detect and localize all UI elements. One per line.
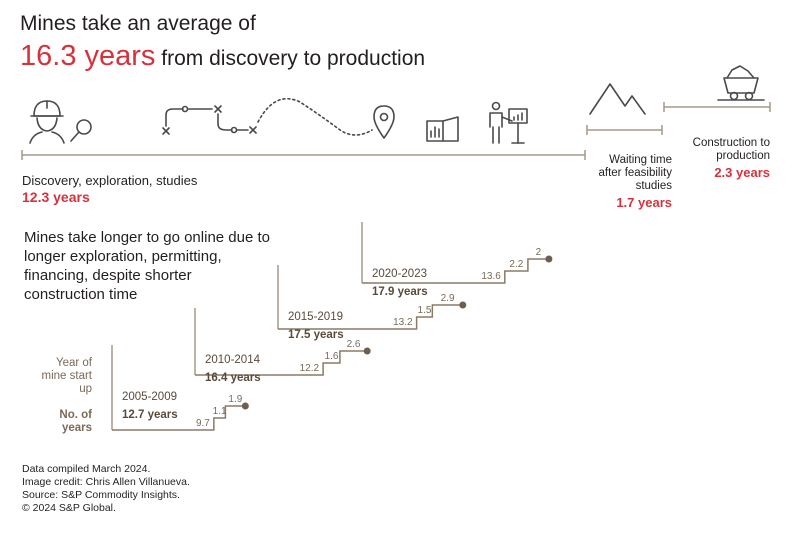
- year-of-start-label: Year of mine start up: [41, 357, 93, 395]
- step-value-label: 2.2: [509, 259, 523, 270]
- step-line: [112, 405, 246, 431]
- footer-notes: Data compiled March 2024. Image credit: …: [22, 463, 322, 515]
- step-line: [278, 304, 463, 330]
- period-total-years: 16.4 years: [205, 372, 261, 384]
- step-value-label: 1.9: [228, 394, 242, 405]
- period-label: 2020-2023: [372, 268, 427, 280]
- phase-construction-label: Construction to production: [692, 137, 770, 162]
- step-line: [362, 258, 549, 284]
- step-value-label: 13.2: [393, 317, 413, 328]
- step-value-label: 12.2: [300, 363, 320, 374]
- period-total-years: 17.9 years: [372, 286, 428, 298]
- step-value-label: 1.1: [213, 406, 227, 417]
- step-end-dot: [459, 301, 467, 309]
- explanatory-note: Mines take longer to go online due to lo…: [24, 229, 270, 303]
- title-line1: Mines take an average of: [20, 12, 256, 35]
- mine-cart-icon: [717, 65, 765, 101]
- period-total-years: 17.5 years: [288, 329, 344, 341]
- title-line2: 16.3 years from discovery to production: [20, 40, 425, 73]
- step-value-label: 1.5: [418, 305, 432, 316]
- step-value-label: 1.6: [325, 351, 339, 362]
- step-chart: 2005-2009 12.7 years 9.71.11.9 2010-2014 16.…: [111, 222, 553, 431]
- phase-construction-value: 2.3 years: [714, 165, 770, 180]
- step-end-dot: [241, 402, 249, 410]
- footer-line: Source: S&P Commodity Insights.: [22, 489, 180, 501]
- step-end-dot: [545, 255, 553, 263]
- report-chart-icon: [426, 116, 459, 142]
- mountains-icon: [589, 83, 646, 115]
- period-total-years: 12.7 years: [122, 409, 178, 421]
- phase-discovery-label: Discovery, exploration, studies: [22, 173, 198, 188]
- no-of-years-label: No. of years: [59, 409, 92, 434]
- footer-line: © 2024 S&P Global.: [22, 502, 116, 514]
- footer-line: Data compiled March 2024.: [22, 463, 151, 475]
- step-value-label: 2: [536, 247, 542, 258]
- phase-waiting-label: Waiting time after feasibility studies: [598, 154, 672, 192]
- phase-waiting-value: 1.7 years: [616, 195, 672, 210]
- step-line: [195, 350, 368, 376]
- step-end-dot: [363, 347, 371, 355]
- location-pin-icon: [373, 105, 395, 139]
- period-label: 2015-2019: [288, 311, 343, 323]
- step-value-label: 13.6: [481, 271, 501, 282]
- step-value-label: 2.9: [441, 293, 455, 304]
- step-value-label: 9.7: [196, 418, 210, 429]
- title-rest: from discovery to production: [161, 47, 426, 70]
- presenter-icon: [489, 101, 528, 144]
- miner-search-icon: [29, 100, 92, 144]
- route-path-icon: [162, 97, 373, 136]
- step-value-label: 2.6: [347, 339, 361, 350]
- phase-discovery-value: 12.3 years: [22, 189, 90, 205]
- period-label: 2010-2014: [205, 354, 261, 366]
- period-label: 2005-2009: [122, 391, 177, 403]
- footer-line: Image credit: Chris Allen Villanueva.: [22, 476, 190, 488]
- title-highlight: 16.3 years: [20, 40, 156, 72]
